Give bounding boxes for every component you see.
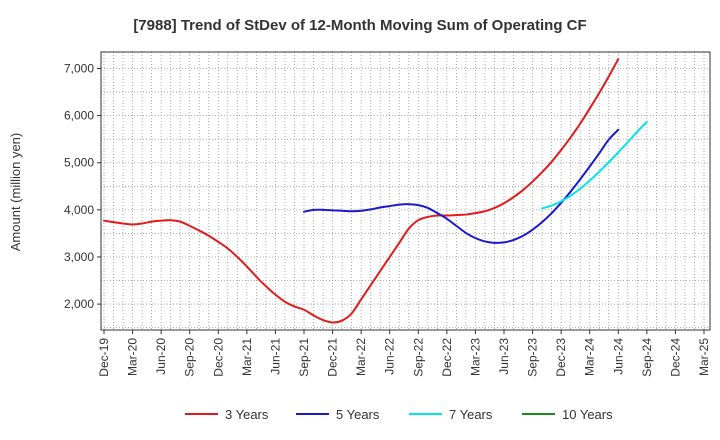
- series-line-3-years: [103, 58, 620, 324]
- x-tick-label: Dec-21: [326, 338, 340, 377]
- chart-title: [7988] Trend of StDev of 12-Month Moving…: [133, 17, 586, 34]
- y-tick-label: 3,000: [64, 250, 94, 264]
- y-tick-label: 2,000: [64, 297, 94, 311]
- grid: [101, 52, 710, 330]
- x-tick-label: Dec-23: [554, 338, 568, 377]
- y-tick-label: 6,000: [64, 109, 94, 123]
- x-tick-label: Jun-22: [383, 338, 397, 375]
- x-tick-label: Mar-20: [126, 338, 140, 376]
- x-tick-label: Jun-24: [611, 338, 625, 375]
- x-tick-label: Mar-22: [354, 338, 368, 376]
- x-tick-label: Jun-21: [268, 338, 282, 375]
- series-line-5-years: [303, 128, 620, 244]
- x-tick-label: Sep-22: [411, 338, 425, 377]
- x-tick-label: Mar-25: [697, 338, 711, 376]
- x-tick-label: Dec-20: [211, 338, 225, 377]
- legend-label-3-years: 3 Years: [225, 407, 269, 422]
- y-axis-label: Amount (million yen): [8, 133, 23, 252]
- x-tick-label: Mar-21: [240, 338, 254, 376]
- x-tick-label: Sep-24: [640, 338, 654, 377]
- x-tick-label: Mar-23: [468, 338, 482, 376]
- y-tick-label: 7,000: [64, 61, 94, 75]
- legend-label-7-years: 7 Years: [449, 407, 493, 422]
- legend-label-5-years: 5 Years: [336, 407, 380, 422]
- x-tick-label: Jun-23: [497, 338, 511, 375]
- y-axis: 2,000 3,000 4,000 5,000 6,000 7,000: [64, 61, 101, 311]
- series-layer: [103, 58, 648, 324]
- x-axis: Dec-19 Mar-20 Jun-20 Sep-20 Dec-20 Mar-21 Jun-…: [97, 330, 711, 377]
- x-tick-label: Sep-23: [526, 338, 540, 377]
- y-tick-label: 4,000: [64, 203, 94, 217]
- x-tick-label: Sep-21: [297, 338, 311, 377]
- x-tick-label: Jun-20: [154, 338, 168, 375]
- x-tick-label: Dec-22: [440, 338, 454, 377]
- legend-label-10-years: 10 Years: [562, 407, 613, 422]
- x-tick-label: Sep-20: [183, 338, 197, 377]
- legend: 3 Years 5 Years 7 Years 10 Years: [185, 407, 613, 422]
- y-tick-label: 5,000: [64, 156, 94, 170]
- x-tick-label: Dec-24: [668, 338, 682, 377]
- x-tick-label: Dec-19: [97, 338, 111, 377]
- plot-area-frame: [100, 51, 711, 331]
- series-line-7-years: [541, 120, 648, 210]
- x-tick-label: Mar-24: [583, 338, 597, 376]
